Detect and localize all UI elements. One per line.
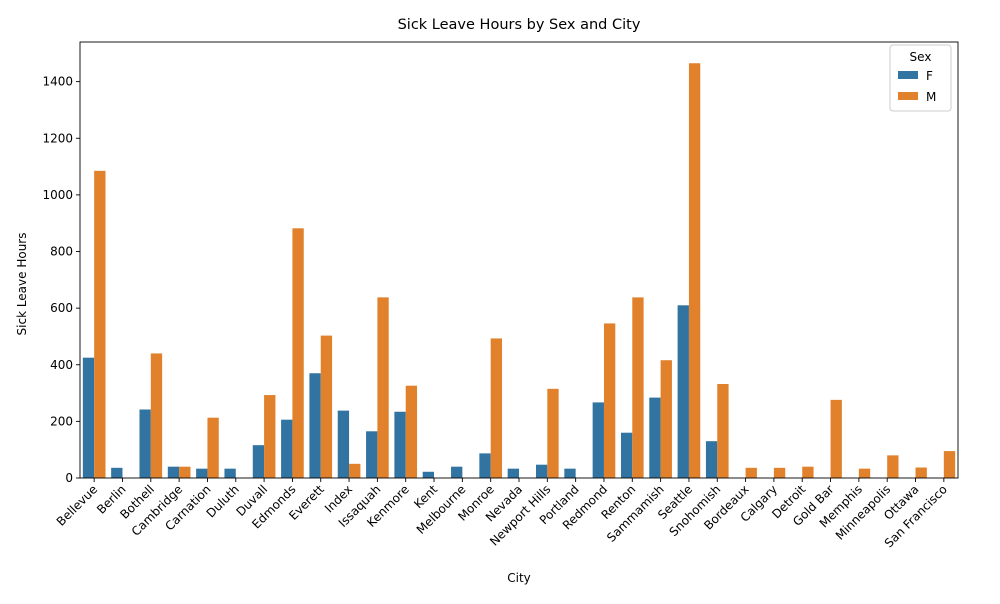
bar-M-carnation — [207, 417, 219, 478]
bar-F-duvall — [252, 445, 265, 478]
bar-F-everett — [309, 373, 321, 478]
bar-F-kent — [422, 471, 435, 478]
y-tick-label: 1000 — [42, 188, 73, 202]
bar-F-seattle — [677, 305, 689, 478]
bar-F-sammamish — [649, 397, 661, 478]
bar-F-snohomish — [705, 441, 718, 478]
bar-M-sammamish — [660, 360, 672, 478]
bar-M-bellevue — [94, 170, 106, 478]
bar-M-bothell — [150, 353, 163, 478]
bar-M-bordeaux — [745, 467, 757, 478]
bar-F-bellevue — [82, 357, 95, 478]
bar-M-everett — [320, 335, 333, 478]
bar-F-duluth — [224, 468, 236, 478]
bar-M-issaquah — [377, 297, 389, 478]
y-tick-label: 800 — [50, 245, 73, 259]
bar-F-melbourne — [451, 466, 463, 478]
bar-F-bothell — [139, 409, 151, 478]
bar-M-snohomish — [717, 384, 729, 478]
y-tick-label: 200 — [50, 414, 73, 428]
bar-F-index — [337, 410, 350, 478]
bar-F-newport-hills — [535, 464, 548, 478]
bar-M-cambridge — [179, 466, 191, 478]
legend: Sex FM — [889, 44, 952, 112]
bar-F-monroe — [479, 453, 491, 478]
legend-title: Sex — [910, 50, 932, 64]
bar-M-duvall — [264, 395, 276, 478]
bar-F-edmonds — [281, 419, 293, 478]
bar-F-kenmore — [394, 411, 406, 478]
y-axis-label: Sick Leave Hours — [15, 233, 29, 336]
bar-F-issaquah — [366, 431, 378, 478]
x-axis-label: City — [507, 571, 531, 585]
y-tick-label: 1200 — [42, 131, 73, 145]
bar-M-seattle — [688, 63, 701, 478]
bar-M-ottawa — [915, 467, 927, 478]
bar-M-memphis — [858, 468, 871, 478]
legend-swatch-M — [898, 92, 918, 100]
bar-F-portland — [564, 468, 576, 478]
y-tick-label: 1400 — [42, 75, 73, 89]
legend-swatch-F — [898, 71, 918, 79]
bar-M-gold-bar — [830, 399, 842, 478]
plot-frame — [79, 41, 959, 479]
bar-M-san-francisco — [943, 451, 956, 478]
bar-M-kenmore — [405, 385, 418, 478]
legend-label-F: F — [926, 69, 933, 83]
bar-F-cambridge — [167, 466, 180, 478]
bar-F-redmond — [592, 402, 604, 478]
bar-F-renton — [620, 432, 633, 478]
plot-area: 0200400600800100012001400BellevueBerlinB… — [42, 41, 959, 550]
bar-M-detroit — [802, 466, 814, 478]
bar-M-edmonds — [292, 228, 304, 478]
bar-F-carnation — [196, 468, 208, 478]
bar-M-calgary — [773, 467, 786, 478]
y-tick-label: 400 — [50, 358, 73, 372]
bar-M-redmond — [603, 323, 616, 478]
legend-label-M: M — [926, 90, 936, 104]
y-tick-label: 0 — [65, 471, 73, 485]
y-tick-label: 600 — [50, 301, 73, 315]
bar-M-monroe — [490, 338, 503, 478]
bar-M-renton — [632, 297, 644, 478]
x-tick-label: Bellevue — [54, 482, 101, 529]
bar-F-nevada — [507, 468, 519, 478]
bar-M-index — [349, 463, 361, 478]
bar-M-minneapolis — [887, 455, 899, 478]
bar-F-berlin — [111, 467, 123, 478]
bar-M-newport-hills — [547, 388, 559, 478]
chart-title: Sick Leave Hours by Sex and City — [398, 17, 641, 33]
